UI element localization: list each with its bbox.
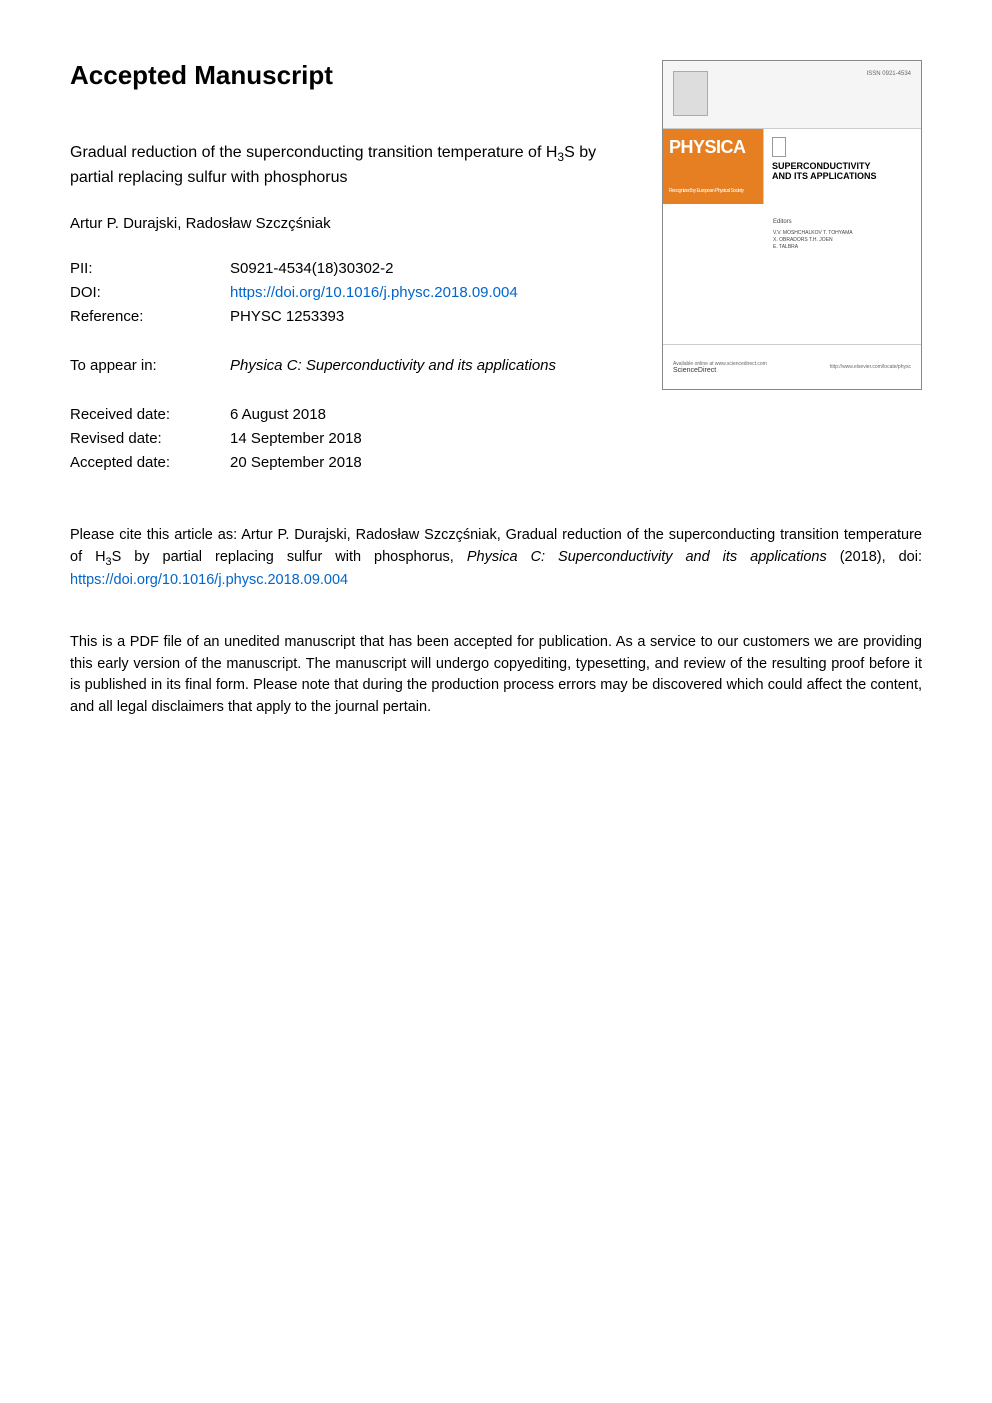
editors-names: V.V. MOSHCHALKOV T. TOHYAMA X. OBRADORS … <box>773 230 911 251</box>
main-title: Accepted Manuscript <box>70 60 632 91</box>
cover-top: ISSN 0921-4534 <box>663 61 921 129</box>
reference-label: Reference: <box>70 305 230 329</box>
editors-label: Editors <box>773 219 911 225</box>
meta-row-accepted: Accepted date: 20 September 2018 <box>70 451 632 475</box>
authors: Artur P. Durajski, Radosław Szczçśniak <box>70 215 632 232</box>
elsevier-logo-icon <box>673 71 708 116</box>
received-label: Received date: <box>70 403 230 427</box>
sciencedirect-sub: Available online at www.sciencedirect.co… <box>673 361 767 367</box>
pii-value: S0921-4534(18)30302-2 <box>230 257 632 281</box>
meta-row-revised: Revised date: 14 September 2018 <box>70 427 632 451</box>
citation-text: Please cite this article as: Artur P. Du… <box>70 525 922 592</box>
doi-value-container: https://doi.org/10.1016/j.physc.2018.09.… <box>230 281 632 305</box>
header-section: Accepted Manuscript Gradual reduction of… <box>70 60 922 500</box>
citation-doi-link[interactable]: https://doi.org/10.1016/j.physc.2018.09.… <box>70 572 348 588</box>
meta-row-pii: PII: S0921-4534(18)30302-2 <box>70 257 632 281</box>
article-title-part1: Gradual reduction of the superconducting… <box>70 144 557 161</box>
physica-banner: PHYSICA Recognized by European Physical … <box>663 129 763 204</box>
pii-label: PII: <box>70 257 230 281</box>
disclaimer-text: This is a PDF file of an unedited manusc… <box>70 632 922 719</box>
cover-editors: Editors V.V. MOSHCHALKOV T. TOHYAMA X. O… <box>663 204 921 261</box>
superconductor-icon <box>772 137 786 157</box>
journal-cover: ISSN 0921-4534 PHYSICA Recognized by Eur… <box>662 60 922 390</box>
meta-table-dates: Received date: 6 August 2018 Revised dat… <box>70 403 632 475</box>
appear-label: To appear in: <box>70 354 230 378</box>
citation-journal: Physica C: Superconductivity and its app… <box>467 549 827 565</box>
citation-part3: (2018), doi: <box>827 549 922 565</box>
received-value: 6 August 2018 <box>230 403 632 427</box>
physica-subtitle: Recognized by European Physical Society <box>669 188 757 194</box>
meta-row-received: Received date: 6 August 2018 <box>70 403 632 427</box>
revised-value: 14 September 2018 <box>230 427 632 451</box>
issn-text: ISSN 0921-4534 <box>867 71 911 118</box>
meta-table-appear: To appear in: Physica C: Superconductivi… <box>70 354 632 378</box>
sciencedirect-text: ScienceDirect <box>673 367 767 374</box>
meta-row-appear: To appear in: Physica C: Superconductivi… <box>70 354 632 378</box>
cover-url: http://www.elsevier.com/locate/physc <box>830 364 911 370</box>
accepted-label: Accepted date: <box>70 451 230 475</box>
superconductivity-box: SUPERCONDUCTIVITY AND ITS APPLICATIONS <box>763 129 921 204</box>
physica-text: PHYSICA <box>669 137 757 158</box>
sciencedirect-block: Available online at www.sciencedirect.co… <box>673 361 767 374</box>
revised-label: Revised date: <box>70 427 230 451</box>
doi-label: DOI: <box>70 281 230 305</box>
cover-bottom: Available online at www.sciencedirect.co… <box>663 344 921 389</box>
left-content: Accepted Manuscript Gradual reduction of… <box>70 60 662 500</box>
reference-value: PHYSC 1253393 <box>230 305 632 329</box>
cover-middle: PHYSICA Recognized by European Physical … <box>663 129 921 204</box>
doi-link[interactable]: https://doi.org/10.1016/j.physc.2018.09.… <box>230 284 518 301</box>
meta-row-doi: DOI: https://doi.org/10.1016/j.physc.201… <box>70 281 632 305</box>
appear-value: Physica C: Superconductivity and its app… <box>230 354 632 378</box>
citation-part2: S by partial replacing sulfur with phosp… <box>112 549 467 565</box>
accepted-value: 20 September 2018 <box>230 451 632 475</box>
sc-title2: AND ITS APPLICATIONS <box>772 172 913 182</box>
meta-row-reference: Reference: PHYSC 1253393 <box>70 305 632 329</box>
meta-table-identifiers: PII: S0921-4534(18)30302-2 DOI: https://… <box>70 257 632 329</box>
article-title: Gradual reduction of the superconducting… <box>70 141 632 190</box>
